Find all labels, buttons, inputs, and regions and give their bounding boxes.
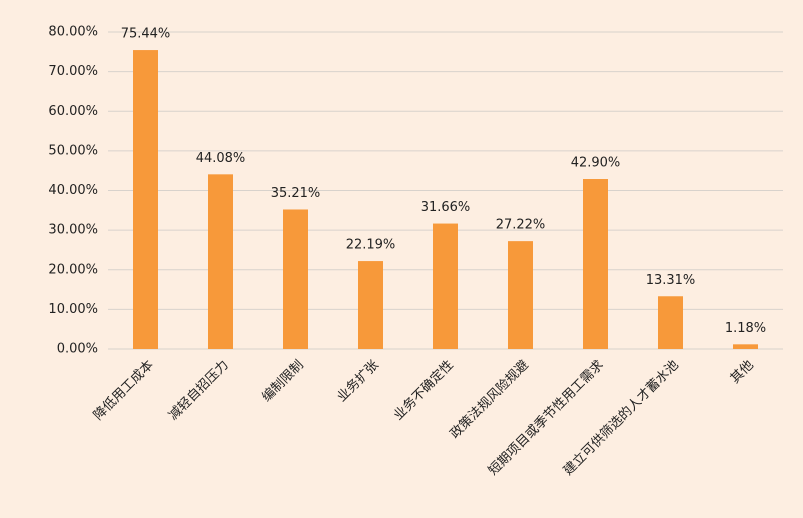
y-tick-label: 50.00% [48,143,98,158]
bar [133,50,158,349]
x-tick-label: 其他 [728,358,757,387]
y-tick-label: 60.00% [48,104,98,119]
x-tick-label: 政策法规风险规避 [447,357,532,442]
bar [358,261,383,349]
y-tick-label: 0.00% [57,342,98,357]
bar [283,209,308,349]
x-tick-label: 业务不确定性 [390,357,456,423]
x-tick-label: 减轻自招压力 [166,358,232,424]
value-label: 44.08% [196,151,246,166]
bar [733,344,758,349]
value-label: 75.44% [121,27,171,42]
bar [208,174,233,349]
value-label: 31.66% [421,200,471,215]
y-tick-label: 40.00% [48,183,98,198]
value-label: 1.18% [725,321,766,336]
bar [658,296,683,349]
value-label: 27.22% [496,218,546,233]
y-tick-label: 30.00% [48,223,98,238]
y-tick-label: 70.00% [48,64,98,79]
y-tick-label: 20.00% [48,262,98,277]
value-label: 35.21% [271,186,321,201]
bar [433,223,458,349]
value-label: 42.90% [571,156,621,171]
bar [583,179,608,349]
y-tick-label: 10.00% [48,302,98,317]
x-tick-label: 编制限制 [259,358,306,405]
y-tick-label: 80.00% [48,25,98,40]
bar [508,241,533,349]
x-tick-label: 业务扩张 [334,357,382,405]
x-tick-label: 降低用工成本 [91,358,157,424]
value-label: 22.19% [346,238,396,253]
value-label: 13.31% [646,273,696,288]
